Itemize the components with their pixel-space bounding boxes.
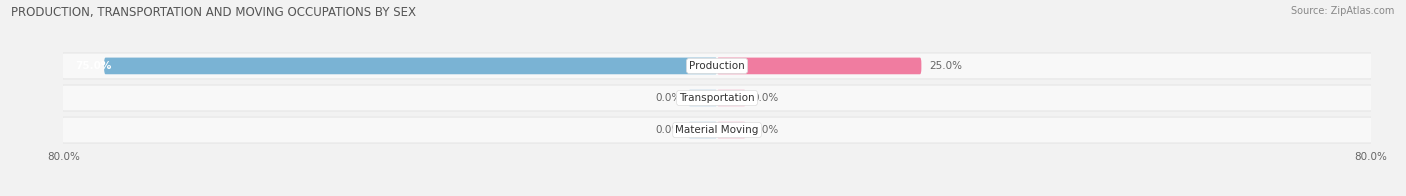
- Text: 75.0%: 75.0%: [76, 61, 112, 71]
- Text: Transportation: Transportation: [679, 93, 755, 103]
- Legend: Male, Female: Male, Female: [666, 193, 768, 196]
- Text: 0.0%: 0.0%: [752, 93, 779, 103]
- Text: Source: ZipAtlas.com: Source: ZipAtlas.com: [1291, 6, 1395, 16]
- FancyBboxPatch shape: [59, 116, 1375, 144]
- Text: 0.0%: 0.0%: [752, 125, 779, 135]
- Text: 0.0%: 0.0%: [655, 93, 682, 103]
- FancyBboxPatch shape: [689, 90, 717, 106]
- FancyBboxPatch shape: [717, 90, 745, 106]
- FancyBboxPatch shape: [717, 122, 745, 138]
- FancyBboxPatch shape: [104, 58, 717, 74]
- FancyBboxPatch shape: [60, 118, 1374, 142]
- FancyBboxPatch shape: [59, 52, 1375, 80]
- Text: Production: Production: [689, 61, 745, 71]
- Text: 25.0%: 25.0%: [929, 61, 963, 71]
- FancyBboxPatch shape: [59, 84, 1375, 112]
- Text: Material Moving: Material Moving: [675, 125, 759, 135]
- FancyBboxPatch shape: [689, 122, 717, 138]
- FancyBboxPatch shape: [60, 54, 1374, 78]
- Text: 0.0%: 0.0%: [655, 125, 682, 135]
- FancyBboxPatch shape: [717, 58, 921, 74]
- Text: PRODUCTION, TRANSPORTATION AND MOVING OCCUPATIONS BY SEX: PRODUCTION, TRANSPORTATION AND MOVING OC…: [11, 6, 416, 19]
- FancyBboxPatch shape: [60, 86, 1374, 110]
